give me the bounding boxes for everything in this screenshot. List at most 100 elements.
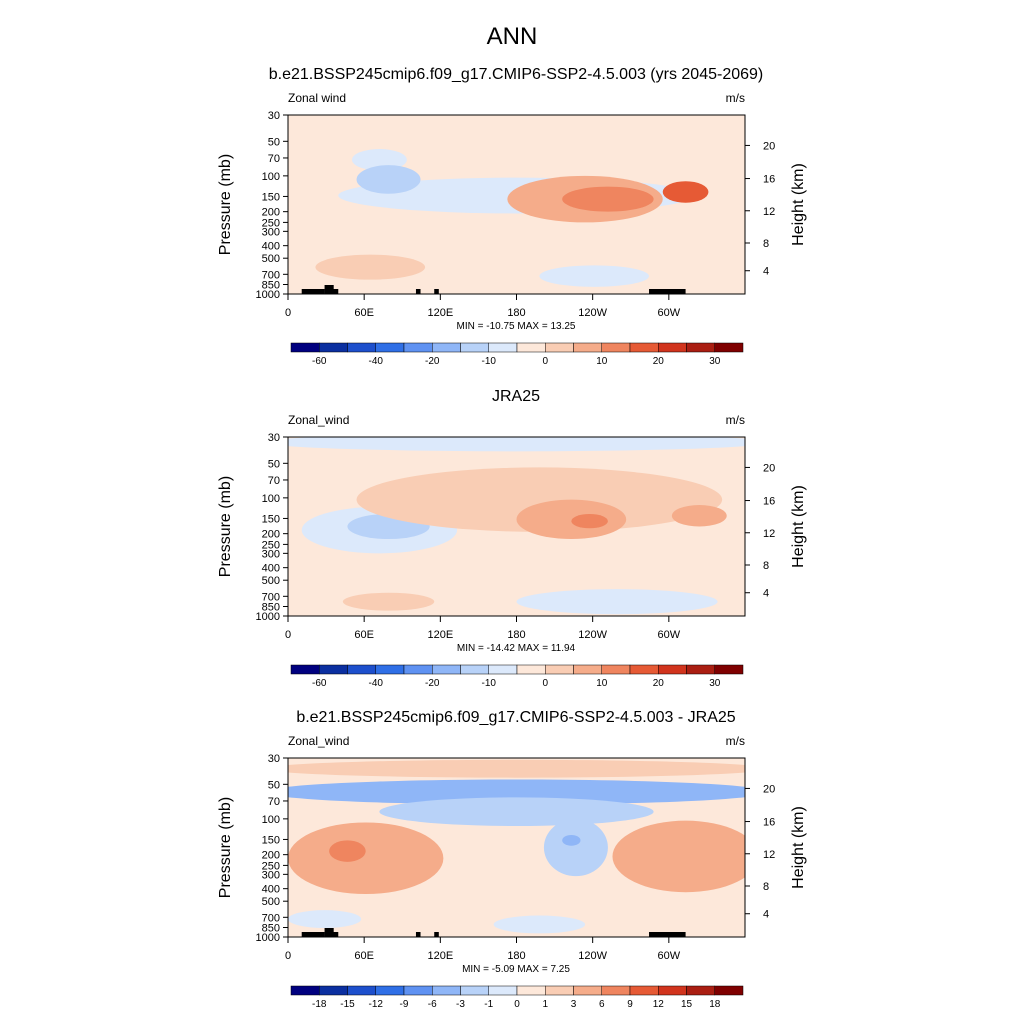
colorbar-segment bbox=[686, 342, 715, 353]
colorbar-label: 10 bbox=[596, 678, 608, 689]
contour-region bbox=[288, 437, 745, 452]
colorbar-segment bbox=[629, 664, 659, 675]
topography-mask bbox=[324, 285, 334, 289]
pressure-tick-label: 500 bbox=[262, 896, 280, 908]
colorbar-segment bbox=[347, 664, 376, 675]
pressure-tick-label: 400 bbox=[262, 241, 280, 253]
height-tick-label: 20 bbox=[763, 140, 775, 152]
y-axis-right-label: Height (km) bbox=[790, 163, 807, 246]
contour-region bbox=[516, 499, 627, 540]
colorbar-segment bbox=[573, 342, 602, 353]
colorbar-segment bbox=[573, 985, 602, 996]
colorbar-segment bbox=[319, 985, 348, 996]
x-tick-label: 60W bbox=[658, 950, 681, 962]
pressure-tick-label: 150 bbox=[262, 834, 280, 846]
colorbar-label: 0 bbox=[542, 678, 548, 689]
topography-mask bbox=[301, 932, 325, 937]
colorbar-label: 20 bbox=[653, 356, 665, 367]
colorbar-label: -6 bbox=[428, 999, 437, 1010]
colorbar-segment bbox=[573, 664, 602, 675]
pressure-tick-label: 1000 bbox=[256, 611, 280, 623]
colorbar-segment bbox=[375, 985, 405, 996]
colorbar-segment bbox=[460, 342, 489, 353]
pressure-tick-label: 300 bbox=[262, 226, 280, 238]
contour-region bbox=[562, 834, 581, 846]
pressure-tick-label: 300 bbox=[262, 548, 280, 560]
pressure-tick-label: 250 bbox=[262, 217, 280, 229]
contour-region bbox=[662, 181, 709, 203]
height-tick-label: 8 bbox=[763, 560, 769, 572]
pressure-tick-label: 700 bbox=[262, 269, 280, 281]
colorbar-segment bbox=[714, 985, 744, 996]
colorbar-segment bbox=[516, 664, 546, 675]
topography-mask bbox=[649, 932, 686, 937]
height-tick-label: 12 bbox=[763, 849, 775, 861]
topography-mask bbox=[649, 289, 686, 294]
contour-region bbox=[288, 759, 745, 778]
panel-title: b.e21.BSSP245cmip6.f09_g17.CMIP6-SSP2-4.… bbox=[269, 66, 764, 83]
colorbar-segment bbox=[488, 342, 518, 353]
colorbar-label: -10 bbox=[482, 356, 497, 367]
pressure-tick-label: 100 bbox=[262, 171, 280, 183]
colorbar-segment bbox=[601, 664, 631, 675]
x-tick-label: 0 bbox=[285, 629, 291, 641]
panel-title: JRA25 bbox=[492, 388, 540, 405]
colorbar-segment bbox=[714, 664, 744, 675]
y-axis-right-label: Height (km) bbox=[790, 485, 807, 568]
pressure-tick-label: 500 bbox=[262, 575, 280, 587]
colorbar-label: 0 bbox=[514, 999, 520, 1010]
units-label: m/s bbox=[726, 91, 745, 105]
topography-mask bbox=[301, 289, 325, 294]
x-tick-label: 60E bbox=[354, 629, 374, 641]
colorbar-segment bbox=[432, 664, 461, 675]
y-axis-right-label: Height (km) bbox=[790, 806, 807, 889]
pressure-tick-label: 200 bbox=[262, 850, 280, 862]
y-axis-label: Pressure (mb) bbox=[217, 797, 234, 898]
height-tick-label: 4 bbox=[763, 588, 769, 600]
colorbar-segment bbox=[686, 664, 715, 675]
colorbar-segment bbox=[545, 342, 574, 353]
pressure-tick-label: 150 bbox=[262, 191, 280, 203]
contour-region bbox=[612, 820, 745, 893]
colorbar-label: -12 bbox=[369, 999, 384, 1010]
colorbar-label: 6 bbox=[599, 999, 605, 1010]
pressure-tick-label: 50 bbox=[268, 779, 280, 791]
colorbar-segment bbox=[347, 985, 376, 996]
height-tick-label: 20 bbox=[763, 783, 775, 795]
colorbar-label: 3 bbox=[571, 999, 577, 1010]
colorbar-label: -40 bbox=[369, 678, 384, 689]
colorbar-label: 15 bbox=[681, 999, 693, 1010]
x-tick-label: 60W bbox=[658, 629, 681, 641]
pressure-tick-label: 200 bbox=[262, 207, 280, 219]
contour-field bbox=[288, 758, 745, 937]
topography-mask bbox=[415, 932, 421, 937]
units-label: m/s bbox=[726, 734, 745, 748]
colorbar-segment bbox=[658, 664, 687, 675]
x-tick-label: 60E bbox=[354, 950, 374, 962]
colorbar-segment bbox=[714, 342, 744, 353]
contour-region bbox=[356, 165, 421, 194]
pressure-tick-label: 250 bbox=[262, 860, 280, 872]
min-max-stats: MIN = -14.42 MAX = 11.94 bbox=[457, 643, 576, 654]
pressure-tick-label: 700 bbox=[262, 591, 280, 603]
colorbar-label: -18 bbox=[312, 999, 327, 1010]
x-tick-label: 180 bbox=[507, 950, 525, 962]
colorbar-label: 0 bbox=[542, 356, 548, 367]
y-axis-label: Pressure (mb) bbox=[217, 154, 234, 255]
field-label: Zonal_wind bbox=[288, 734, 349, 748]
colorbar-label: 12 bbox=[653, 999, 665, 1010]
x-tick-label: 60E bbox=[354, 307, 374, 319]
height-tick-label: 8 bbox=[763, 881, 769, 893]
pressure-tick-label: 150 bbox=[262, 513, 280, 525]
contour-field bbox=[288, 437, 745, 616]
colorbar-segment bbox=[516, 342, 546, 353]
contour-region bbox=[543, 818, 608, 877]
contour-region bbox=[351, 149, 407, 171]
colorbar-label: 18 bbox=[709, 999, 721, 1010]
colorbar-label: 10 bbox=[596, 356, 608, 367]
colorbar-label: 1 bbox=[542, 999, 548, 1010]
colorbar-segment bbox=[601, 985, 631, 996]
panels: b.e21.BSSP245cmip6.f09_g17.CMIP6-SSP2-4.… bbox=[217, 66, 807, 1010]
contour-region bbox=[288, 910, 362, 929]
